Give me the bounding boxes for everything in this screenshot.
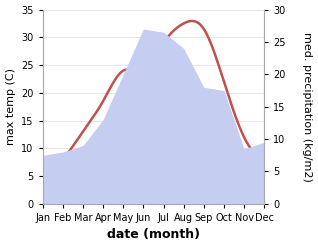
Y-axis label: med. precipitation (kg/m2): med. precipitation (kg/m2) <box>302 32 313 182</box>
X-axis label: date (month): date (month) <box>107 228 200 242</box>
Y-axis label: max temp (C): max temp (C) <box>5 68 16 145</box>
